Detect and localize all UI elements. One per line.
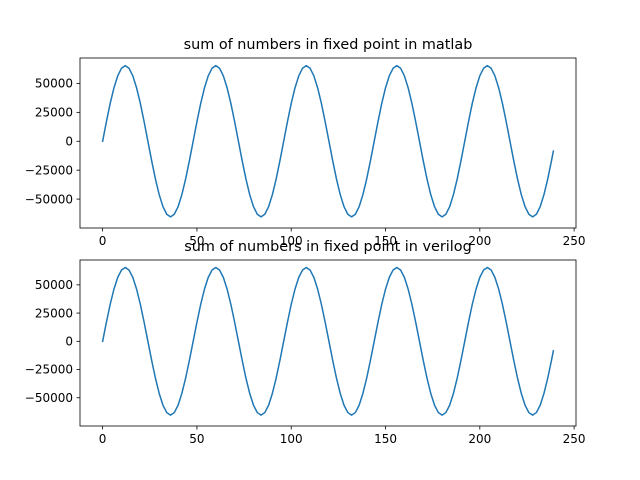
plot-lines [101, 64, 555, 218]
y-tick-label: 50000 [35, 77, 73, 91]
y-tick-label: −50000 [25, 391, 73, 405]
y-tick-label: 0 [65, 335, 73, 349]
y-axis: −50000 −25000 0 25000 50000 [25, 278, 80, 405]
y-tick-label: 50000 [35, 278, 73, 292]
x-tick-label: 150 [374, 432, 397, 446]
x-tick-label: 100 [280, 234, 303, 248]
plot-area-frame [79, 57, 577, 229]
series-line [101, 64, 555, 218]
x-axis: 0 50 100 150 200 250 [99, 228, 586, 248]
x-tick-label: 0 [99, 234, 107, 248]
y-tick-label: −25000 [25, 363, 73, 377]
x-tick-label: 50 [189, 234, 204, 248]
x-tick-label: 100 [280, 432, 303, 446]
plot-lines [101, 266, 555, 416]
y-tick-label: 25000 [35, 306, 73, 320]
x-tick-label: 250 [563, 234, 586, 248]
subplot-verilog: sum of numbers in fixed point in verilog… [25, 239, 586, 446]
chart-title: sum of numbers in fixed point in verilog [184, 239, 471, 255]
plot-area-frame [79, 259, 577, 427]
x-tick-label: 50 [189, 432, 204, 446]
y-tick-label: 25000 [35, 106, 73, 120]
x-tick-label: 200 [468, 234, 491, 248]
y-axis: −50000 −25000 0 25000 50000 [25, 77, 80, 206]
subplot-matlab: sum of numbers in fixed point in matlab … [25, 37, 586, 248]
x-axis: 0 50 100 150 200 250 [99, 426, 586, 446]
y-tick-label: −25000 [25, 163, 73, 177]
x-tick-label: 0 [99, 432, 107, 446]
x-tick-label: 250 [563, 432, 586, 446]
chart-title: sum of numbers in fixed point in matlab [184, 37, 473, 53]
series-line [101, 266, 555, 416]
y-tick-label: −50000 [25, 192, 73, 206]
y-tick-label: 0 [65, 134, 73, 148]
x-tick-label: 150 [374, 234, 397, 248]
x-tick-label: 200 [468, 432, 491, 446]
